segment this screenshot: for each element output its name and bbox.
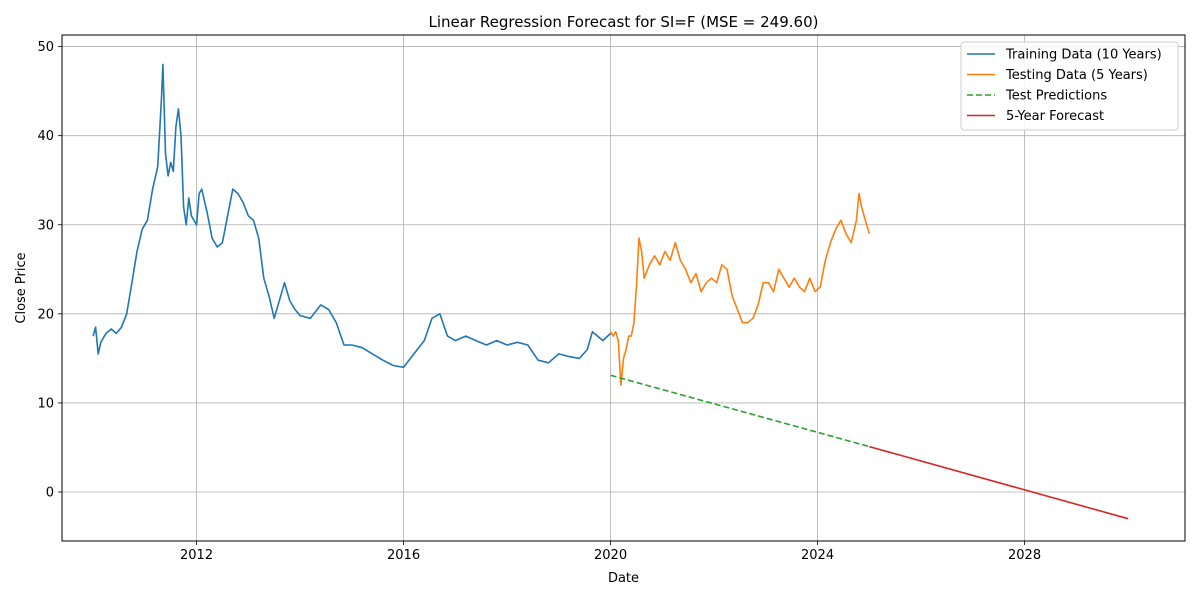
chart-title: Linear Regression Forecast for SI=F (MSE… <box>429 13 819 31</box>
series-line-0 <box>92 63 612 369</box>
legend-label: Testing Data (5 Years) <box>1005 68 1148 83</box>
plot-area <box>92 63 1129 520</box>
legend-label: Training Data (10 Years) <box>1005 48 1162 63</box>
grid <box>62 35 1185 541</box>
legend: Training Data (10 Years) Testing Data (5 … <box>960 41 1179 131</box>
y-tick-label: 20 <box>37 307 54 322</box>
x-axis-label: Date <box>608 571 639 586</box>
y-tick-label: 30 <box>37 218 54 233</box>
series-line-1 <box>609 192 871 386</box>
axes-frame <box>61 34 1186 542</box>
legend-label: Test Predictions <box>1005 89 1107 104</box>
series-line-2 <box>610 374 870 448</box>
x-tick-label: 2016 <box>387 548 420 563</box>
x-tick-label: 2028 <box>1008 548 1041 563</box>
y-tick-label: 40 <box>37 129 54 144</box>
ticks: 2012 2016 2020 2024 2028 0 10 20 30 40 50 <box>37 40 1041 563</box>
x-tick-label: 2020 <box>594 548 627 563</box>
x-tick-label: 2024 <box>801 548 834 563</box>
legend-box <box>960 41 1179 131</box>
y-tick-label: 0 <box>46 486 54 501</box>
y-tick-label: 50 <box>37 40 54 55</box>
y-tick-label: 10 <box>37 396 54 411</box>
legend-label: 5-Year Forecast <box>1006 109 1104 124</box>
y-axis-label: Close Price <box>14 252 29 323</box>
x-tick-label: 2012 <box>180 548 213 563</box>
series-line-3 <box>869 445 1129 520</box>
